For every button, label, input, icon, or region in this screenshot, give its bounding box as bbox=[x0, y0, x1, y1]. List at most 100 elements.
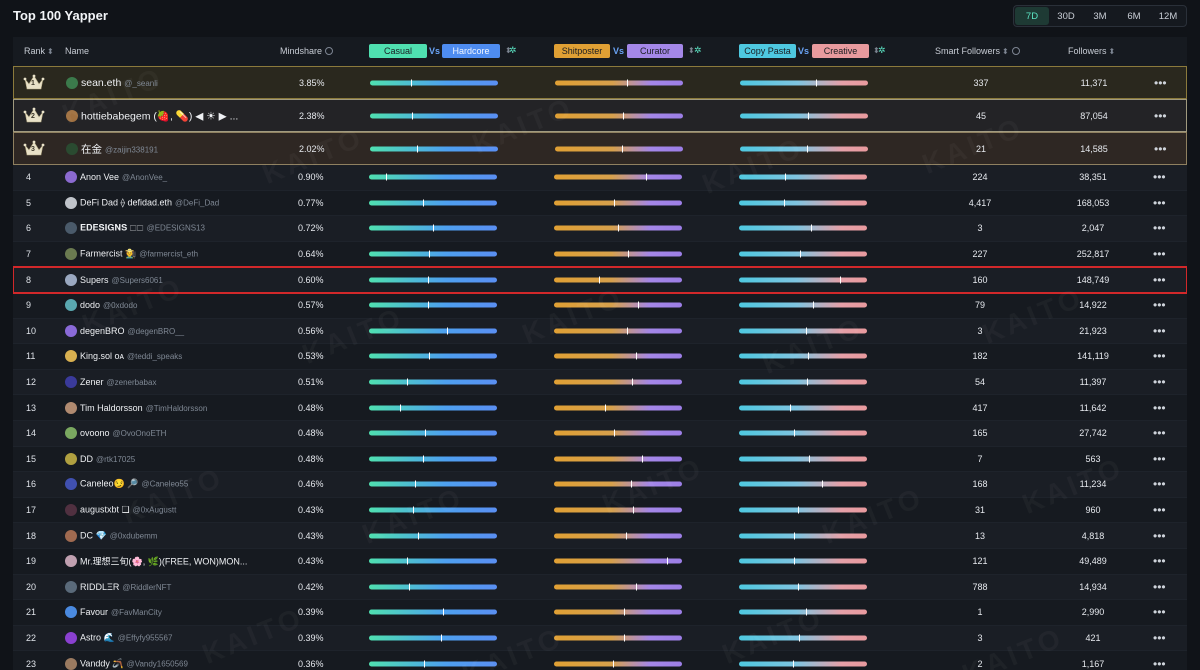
followers-value: 960 bbox=[1085, 505, 1101, 516]
sort-icon: ⬍ bbox=[47, 47, 54, 56]
table-row[interactable]: 7 Farmercist 🧑‍🌾 @farmercist_eth 0.64% 227 25… bbox=[13, 242, 1187, 268]
more-options-icon[interactable]: ••• bbox=[1153, 170, 1166, 185]
copypasta-creative-bar bbox=[739, 429, 867, 437]
table-row[interactable]: 1 sean.eth @_seanli 3.85% 337 11,371 ••• bbox=[13, 66, 1187, 99]
rank-column-header[interactable]: Rank ⬍ bbox=[24, 46, 54, 56]
user-name-cell[interactable]: 𝐄𝐃𝐄𝐒𝐈𝐆𝐍𝐒 ⬚⬚ @EDESIGNS13 bbox=[80, 223, 205, 234]
more-options-icon[interactable]: ••• bbox=[1153, 554, 1166, 569]
user-name-cell[interactable]: augustxbt ❏ @0xAugustt bbox=[80, 505, 176, 516]
user-handle: @Effyfy955567 bbox=[117, 633, 173, 643]
user-name-cell[interactable]: Supers @Supers6061 bbox=[80, 275, 163, 285]
user-name-cell[interactable]: Zener @zenerbabax bbox=[80, 377, 156, 387]
range-tab-3m[interactable]: 3M bbox=[1093, 10, 1107, 22]
user-name-cell[interactable]: DeFi Dad ⟠ defidad.eth @DeFi_Dad bbox=[80, 197, 219, 208]
more-options-icon[interactable]: ••• bbox=[1153, 656, 1166, 670]
table-row[interactable]: 18 DC 💎 @0xdubemm 0.43% 13 4,818 ••• bbox=[13, 523, 1187, 549]
table-row[interactable]: 23 Vanddy 🪃 @Vandy1650569 0.36% 2 1,167 ••• bbox=[13, 651, 1187, 670]
table-row[interactable]: 13 Tim Haldorsson @TimHaldorsson 0.48% 417 11… bbox=[13, 395, 1187, 421]
table-row[interactable]: 8 Supers @Supers6061 0.60% 160 148,749 ••• bbox=[13, 266, 1187, 294]
user-name-cell[interactable]: DD @rtk17025 bbox=[80, 454, 135, 464]
user-name-cell[interactable]: Astro 🌊 @Effyfy955567 bbox=[80, 633, 172, 644]
user-name-cell[interactable]: dodo @0xdodo bbox=[80, 300, 137, 310]
table-row[interactable]: 11 King.sol ᴏᴀ @teddi_speaks 0.53% 182 141,11… bbox=[13, 344, 1187, 370]
table-row[interactable]: 12 Zener @zenerbabax 0.51% 54 11,397 ••• bbox=[13, 369, 1187, 396]
more-options-icon[interactable]: ••• bbox=[1153, 349, 1166, 364]
sort-icon[interactable]: ⬍ bbox=[505, 46, 512, 55]
table-row[interactable]: 22 Astro 🌊 @Effyfy955567 0.39% 3 421 ••• bbox=[13, 625, 1187, 652]
more-options-icon[interactable]: ••• bbox=[1153, 605, 1166, 620]
more-options-icon[interactable]: ••• bbox=[1153, 323, 1166, 338]
table-row[interactable]: 10 degenBRO @degenBRO__ 0.56% 3 21,923 ••• bbox=[13, 318, 1187, 345]
copypasta-creative-marker bbox=[805, 327, 807, 335]
sort-icon[interactable]: ⬍ bbox=[688, 46, 695, 55]
table-row[interactable]: 4 Anon Vee @AnonVee_ 0.90% 224 38,351 ••• bbox=[13, 165, 1187, 191]
user-name-cell[interactable]: Farmercist 🧑‍🌾 @farmercist_eth bbox=[80, 249, 198, 260]
user-name-cell[interactable]: Tim Haldorsson @TimHaldorsson bbox=[80, 403, 207, 413]
rank-number: 11 bbox=[26, 351, 36, 362]
followers-column-header[interactable]: Followers ⬍ bbox=[1068, 46, 1116, 56]
sort-icon[interactable]: ⬍ bbox=[873, 46, 880, 55]
user-name-cell[interactable]: RIDDLΞR @RiddlerNFT bbox=[80, 582, 171, 592]
more-options-icon[interactable]: ••• bbox=[1154, 141, 1167, 156]
table-header: Rank ⬍ Name Mindshare Casual Vs Hardcore … bbox=[13, 37, 1187, 64]
user-name-cell[interactable]: hottiebabegem (🍓, 💊) ◀ ☀ ▶ ... bbox=[81, 109, 241, 122]
table-row[interactable]: 2 hottiebabegem (🍓, 💊) ◀ ☀ ▶ ... 2.38% 45 87… bbox=[13, 99, 1187, 132]
user-name-cell[interactable]: Anon Vee @AnonVee_ bbox=[80, 172, 167, 182]
more-options-icon[interactable]: ••• bbox=[1153, 426, 1166, 441]
display-name: Supers bbox=[80, 274, 109, 285]
user-name-cell[interactable]: degenBRO @degenBRO__ bbox=[80, 326, 184, 336]
user-name-cell[interactable]: 在金 @zaijin338191 bbox=[81, 141, 158, 156]
table-row[interactable]: 14 ovoono @OvoOnoETH 0.48% 165 27,742 ••• bbox=[13, 421, 1187, 447]
settings-icon[interactable]: ✲ bbox=[878, 45, 886, 55]
casual-hardcore-bar bbox=[369, 301, 497, 309]
table-row[interactable]: 17 augustxbt ❏ @0xAugustt 0.43% 31 960 ••• bbox=[13, 498, 1187, 524]
more-options-icon[interactable]: ••• bbox=[1154, 108, 1167, 123]
more-options-icon[interactable]: ••• bbox=[1153, 375, 1166, 390]
user-name-cell[interactable]: sean.eth @_seanli bbox=[81, 77, 158, 89]
user-handle: @teddi_speaks bbox=[127, 352, 183, 362]
user-name-cell[interactable]: Vanddy 🪃 @Vandy1650569 bbox=[80, 658, 188, 669]
more-options-icon[interactable]: ••• bbox=[1153, 247, 1166, 262]
mindshare-column-header[interactable]: Mindshare bbox=[280, 46, 334, 56]
table-row[interactable]: 15 DD @rtk17025 0.48% 7 563 ••• bbox=[13, 447, 1187, 473]
range-tab-12m[interactable]: 12M bbox=[1158, 10, 1178, 22]
smart-followers-column-header[interactable]: Smart Followers ⬍ bbox=[935, 46, 1020, 56]
table-row[interactable]: 6 𝐄𝐃𝐄𝐒𝐈𝐆𝐍𝐒 ⬚⬚ @EDESIGNS13 0.72% 3 2,047 ••• bbox=[13, 216, 1187, 242]
range-tab-6m[interactable]: 6M bbox=[1127, 10, 1141, 22]
range-tab-30d[interactable]: 30D bbox=[1057, 10, 1075, 22]
more-options-icon[interactable]: ••• bbox=[1154, 75, 1167, 90]
table-row[interactable]: 5 DeFi Dad ⟠ defidad.eth @DeFi_Dad 0.77% 4,4… bbox=[13, 191, 1187, 217]
display-name: ovoono bbox=[80, 428, 110, 439]
copypasta-creative-bar bbox=[739, 327, 867, 335]
range-tab-7d[interactable]: 7D bbox=[1015, 7, 1049, 25]
settings-icon[interactable]: ✲ bbox=[694, 45, 702, 55]
table-row[interactable]: 16 Caneleo😏 🔎 @Caneleo55 0.46% 168 11,234 ••• bbox=[13, 472, 1187, 498]
more-options-icon[interactable]: ••• bbox=[1153, 221, 1166, 236]
followers-value: 2,047 bbox=[1081, 223, 1105, 234]
table-row[interactable]: 21 Favour @FavManCity 0.39% 1 2,990 ••• bbox=[13, 600, 1187, 626]
more-options-icon[interactable]: ••• bbox=[1153, 195, 1166, 210]
user-name-cell[interactable]: Caneleo😏 🔎 @Caneleo55 bbox=[80, 479, 188, 490]
more-options-icon[interactable]: ••• bbox=[1153, 503, 1166, 518]
more-options-icon[interactable]: ••• bbox=[1153, 298, 1166, 313]
table-row[interactable]: 9 dodo @0xdodo 0.57% 79 14,922 ••• bbox=[13, 293, 1187, 319]
settings-icon[interactable]: ✲ bbox=[509, 45, 517, 55]
more-options-icon[interactable]: ••• bbox=[1153, 631, 1166, 646]
followers-value: 563 bbox=[1085, 453, 1101, 464]
table-row[interactable]: 20 RIDDLΞR @RiddlerNFT 0.42% 788 14,934 ••• bbox=[13, 574, 1187, 601]
shitposter-curator-bar bbox=[554, 327, 682, 335]
user-name-cell[interactable]: DC 💎 @0xdubemm bbox=[80, 530, 157, 541]
user-name-cell[interactable]: ovoono @OvoOnoETH bbox=[80, 428, 166, 438]
more-options-icon[interactable]: ••• bbox=[1153, 528, 1166, 543]
user-name-cell[interactable]: Mr.理想三旬(🌸, 🌿)(FREE, WON)MON... bbox=[80, 555, 250, 568]
shitposter-curator-bar bbox=[554, 352, 682, 360]
user-name-cell[interactable]: King.sol ᴏᴀ @teddi_speaks bbox=[80, 351, 182, 361]
more-options-icon[interactable]: ••• bbox=[1153, 477, 1166, 492]
user-name-cell[interactable]: Favour @FavManCity bbox=[80, 607, 162, 617]
more-options-icon[interactable]: ••• bbox=[1153, 272, 1166, 287]
table-row[interactable]: 3 在金 @zaijin338191 2.02% 21 14,585 ••• bbox=[13, 132, 1187, 165]
more-options-icon[interactable]: ••• bbox=[1153, 451, 1166, 466]
more-options-icon[interactable]: ••• bbox=[1153, 400, 1166, 415]
table-row[interactable]: 19 Mr.理想三旬(🌸, 🌿)(FREE, WON)MON... 0.43% 121… bbox=[13, 549, 1187, 575]
more-options-icon[interactable]: ••• bbox=[1153, 579, 1166, 594]
